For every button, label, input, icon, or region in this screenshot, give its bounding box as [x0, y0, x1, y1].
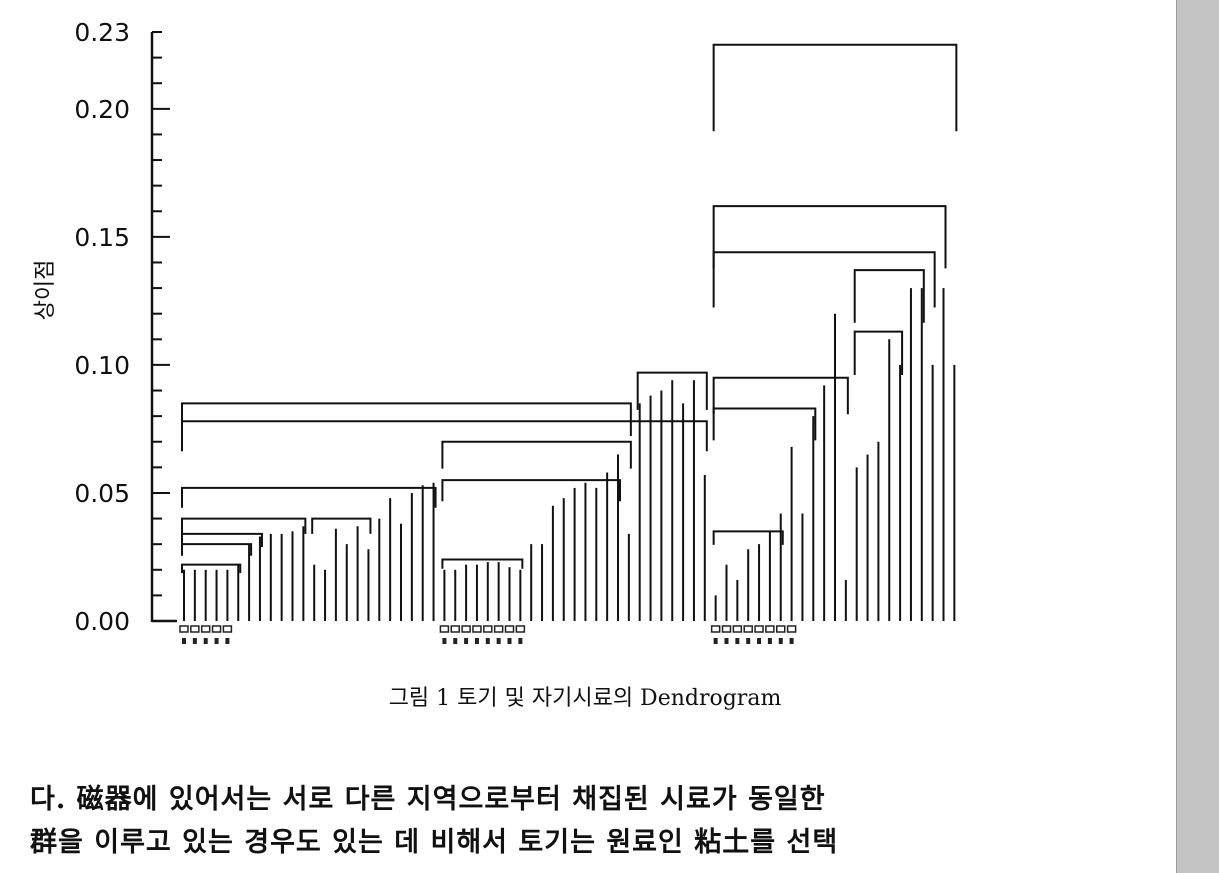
sample-marker	[190, 625, 200, 633]
cluster-bracket	[712, 43, 958, 132]
sample-marker	[493, 625, 504, 633]
y-tick-label: 0.23	[74, 18, 130, 47]
sample-id-mark	[192, 638, 197, 644]
sample-marker	[786, 625, 797, 633]
cluster-bracket	[441, 440, 632, 469]
y-axis-title: 상이점	[33, 260, 58, 321]
sample-id-mark	[507, 638, 512, 644]
sample-id-mark	[778, 638, 783, 644]
y-tick-label: 0.20	[74, 95, 130, 124]
sample-id-mark	[518, 638, 523, 644]
sample-marker	[450, 625, 460, 633]
y-axis: 0.00 0.05 0.10 0.15 0.20 0.23	[74, 18, 177, 636]
sample-marker	[222, 625, 233, 633]
sample-marker	[472, 625, 482, 633]
cluster-bracket	[181, 486, 437, 508]
sample-id-mark	[789, 638, 794, 644]
sample-marker	[515, 625, 526, 633]
sample-id-mark	[496, 638, 501, 644]
sample-marker	[483, 625, 493, 633]
cluster-bracket	[181, 517, 307, 534]
sample-id-mark	[724, 638, 729, 644]
sample-id-mark	[464, 638, 469, 644]
cluster-bracket	[636, 371, 708, 410]
figure-caption: 그림 1 토기 및 자기시료의 Dendrogram	[388, 686, 782, 711]
sample-id-mark	[214, 638, 219, 644]
cluster-bracket	[181, 543, 253, 556]
cluster-bracket	[853, 269, 925, 323]
side-panel	[1176, 0, 1219, 873]
sample-id-mark	[453, 638, 458, 644]
sample-marker	[200, 625, 211, 633]
cluster-bracket	[181, 532, 263, 547]
cluster-bracket	[441, 479, 621, 502]
sample-marker	[710, 625, 721, 633]
cluster-bracket	[712, 205, 947, 269]
cluster-bracket	[712, 251, 936, 308]
y-tick-label: 0.15	[74, 223, 130, 252]
sample-id-mark	[474, 638, 479, 644]
sample-id-mark	[182, 638, 186, 644]
dendrogram-tree	[181, 43, 958, 621]
body-text: 다. 磁器에 있어서는 서로 다른 지역으로부터 채집된 시료가 동일한 群을 …	[30, 778, 1170, 864]
sample-marker	[504, 625, 515, 633]
sample-marker	[732, 625, 743, 633]
sample-id-mark	[713, 638, 718, 644]
sample-id-mark	[225, 638, 230, 644]
sample-marker	[765, 625, 775, 633]
cluster-bracket	[181, 402, 632, 436]
sample-id-mark	[485, 638, 490, 644]
sample-marker	[721, 625, 732, 633]
sample-markers	[179, 625, 797, 644]
dendrogram-figure: 0.00 0.05 0.10 0.15 0.20 0.23 상이점	[33, 18, 958, 644]
sample-id-mark	[203, 638, 208, 644]
y-tick-label: 0.05	[74, 479, 130, 508]
cluster-bracket	[712, 407, 817, 441]
sample-marker	[211, 625, 222, 633]
cluster-bracket	[853, 330, 904, 376]
y-tick-label: 0.10	[74, 351, 130, 380]
cluster-bracket	[311, 517, 372, 534]
cluster-bracket	[441, 558, 524, 569]
cluster-bracket	[712, 376, 849, 415]
sample-id-mark	[767, 638, 772, 644]
sample-marker	[743, 625, 753, 633]
body-text-line: 다. 磁器에 있어서는 서로 다른 지역으로부터 채집된 시료가 동일한	[30, 784, 826, 815]
sample-id-mark	[735, 638, 740, 644]
sample-marker	[179, 625, 189, 633]
cluster-bracket	[181, 563, 242, 574]
sample-id-mark	[746, 638, 751, 644]
sample-marker	[461, 625, 471, 633]
body-text-line: 群을 이루고 있는 경우도 있는 데 비해서 토기는 원료인 粘土를 선택	[30, 827, 839, 858]
cluster-bracket	[712, 530, 784, 545]
sample-id-mark	[442, 638, 447, 644]
sample-marker	[439, 625, 450, 633]
sample-id-mark	[757, 638, 762, 644]
cluster-bracket	[181, 420, 708, 452]
sample-marker	[776, 625, 786, 633]
y-tick-label: 0.00	[74, 607, 130, 636]
sample-marker	[754, 625, 764, 633]
